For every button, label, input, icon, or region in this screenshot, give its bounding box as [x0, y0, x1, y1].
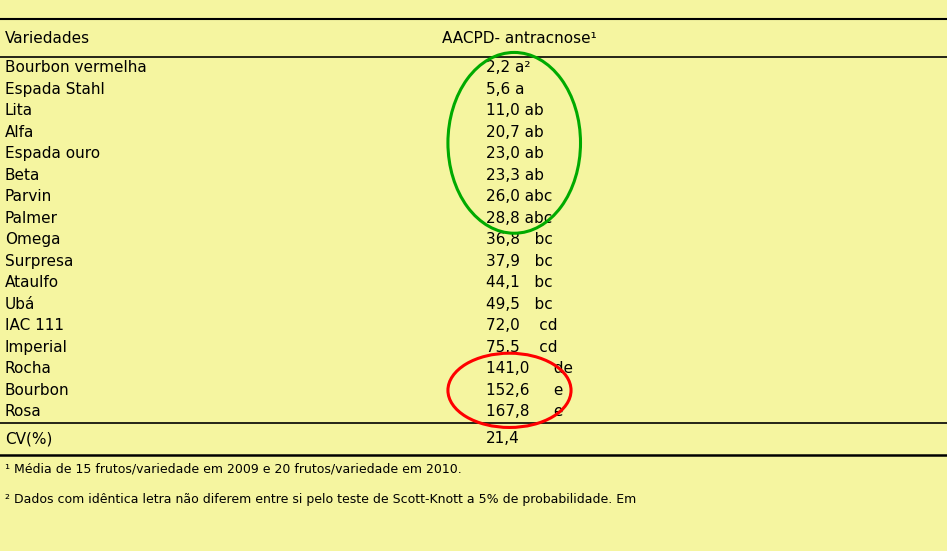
Text: Beta: Beta	[5, 168, 40, 182]
Text: 141,0     de: 141,0 de	[486, 361, 573, 376]
Text: 23,3 ab: 23,3 ab	[486, 168, 544, 182]
Text: Omega: Omega	[5, 232, 61, 247]
Text: Bourbon vermelha: Bourbon vermelha	[5, 60, 147, 75]
Text: IAC 111: IAC 111	[5, 318, 63, 333]
Text: Rosa: Rosa	[5, 404, 42, 419]
Text: Alfa: Alfa	[5, 125, 34, 139]
Text: CV(%): CV(%)	[5, 431, 52, 446]
Text: 11,0 ab: 11,0 ab	[486, 103, 544, 118]
Text: Variedades: Variedades	[5, 30, 90, 46]
Text: 49,5   bc: 49,5 bc	[486, 297, 552, 312]
Text: 152,6     e: 152,6 e	[486, 383, 563, 398]
Text: 23,0 ab: 23,0 ab	[486, 146, 544, 161]
Text: AACPD- antracnose¹: AACPD- antracnose¹	[441, 30, 597, 46]
Text: Surpresa: Surpresa	[5, 253, 73, 269]
Text: Rocha: Rocha	[5, 361, 51, 376]
Text: 26,0 abc: 26,0 abc	[486, 189, 552, 204]
Text: Bourbon: Bourbon	[5, 383, 69, 398]
Text: Lita: Lita	[5, 103, 33, 118]
Text: 44,1   bc: 44,1 bc	[486, 276, 552, 290]
Text: 28,8 abc: 28,8 abc	[486, 210, 552, 226]
Text: Imperial: Imperial	[5, 340, 67, 355]
Text: Ataulfo: Ataulfo	[5, 276, 59, 290]
Text: 2,2 a²: 2,2 a²	[486, 60, 530, 75]
Text: 36,8   bc: 36,8 bc	[486, 232, 553, 247]
Text: ² Dados com idêntica letra não diferem entre si pelo teste de Scott-Knott a 5% d: ² Dados com idêntica letra não diferem e…	[5, 493, 636, 506]
Text: 75,5    cd: 75,5 cd	[486, 340, 558, 355]
Text: Parvin: Parvin	[5, 189, 52, 204]
Text: Espada Stahl: Espada Stahl	[5, 82, 104, 96]
Text: 21,4: 21,4	[486, 431, 520, 446]
Text: 5,6 a: 5,6 a	[486, 82, 525, 96]
Text: ¹ Média de 15 frutos/variedade em 2009 e 20 frutos/variedade em 2010.: ¹ Média de 15 frutos/variedade em 2009 e…	[5, 463, 461, 476]
Text: 20,7 ab: 20,7 ab	[486, 125, 544, 139]
Text: Ubá: Ubá	[5, 297, 35, 312]
Text: 37,9   bc: 37,9 bc	[486, 253, 553, 269]
Text: 72,0    cd: 72,0 cd	[486, 318, 558, 333]
Text: 167,8     e: 167,8 e	[486, 404, 563, 419]
Text: Palmer: Palmer	[5, 210, 58, 226]
Text: Espada ouro: Espada ouro	[5, 146, 99, 161]
